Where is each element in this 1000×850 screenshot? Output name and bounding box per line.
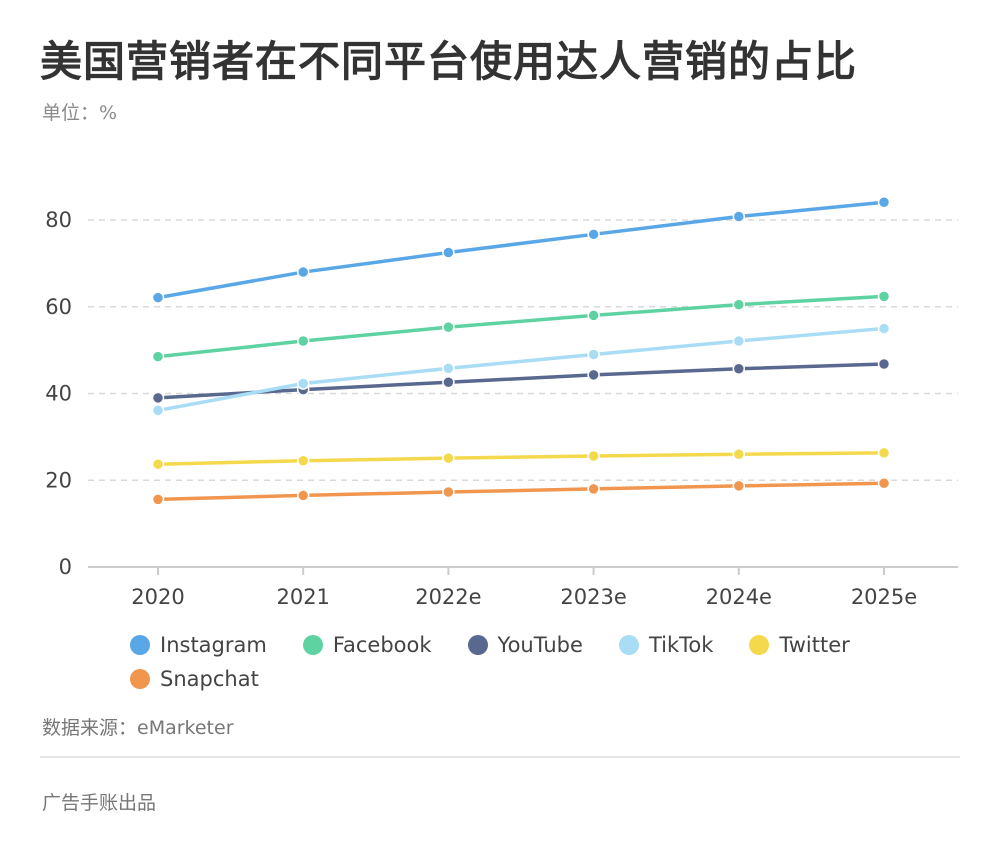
legend-label: TikTok xyxy=(648,633,714,657)
data-point-tiktok xyxy=(732,334,746,348)
chart-title: 美国营销者在不同平台使用达人营销的占比 xyxy=(40,37,858,86)
x-tick-label: 2020 xyxy=(131,585,184,609)
legend-label: YouTube xyxy=(497,633,583,657)
data-point-facebook xyxy=(877,290,891,303)
legend-item-youtube: YouTube xyxy=(467,628,583,662)
data-point-instagram xyxy=(442,246,455,259)
unit-label: 单位：% xyxy=(42,102,118,124)
data-point-snapchat xyxy=(587,482,600,496)
y-tick-label: 60 xyxy=(45,295,72,319)
data-point-youtube xyxy=(732,362,746,376)
legend-item-instagram: Instagram xyxy=(130,628,267,662)
data-point-snapchat xyxy=(296,489,310,502)
legend-marker-icon xyxy=(618,635,639,655)
legend-marker-icon xyxy=(749,635,770,655)
series-line-facebook xyxy=(156,294,886,359)
data-point-tiktok xyxy=(151,404,165,417)
series-line-youtube xyxy=(156,362,886,400)
data-point-youtube xyxy=(442,375,455,389)
data-point-facebook xyxy=(442,320,455,334)
data-point-facebook xyxy=(732,298,746,311)
data-point-youtube xyxy=(151,391,165,405)
data-point-tiktok xyxy=(296,377,310,390)
legend-item-snapchat: Snapchat xyxy=(130,662,259,696)
footer-label: 广告手账出品 xyxy=(42,792,157,814)
series-line-instagram xyxy=(156,200,886,300)
x-tick-label: 2024e xyxy=(706,585,772,609)
data-point-snapchat xyxy=(732,479,746,493)
legend-label: Snapchat xyxy=(160,667,259,691)
y-tick-label: 80 xyxy=(45,208,72,232)
legend-marker-icon xyxy=(130,669,150,689)
data-point-tiktok xyxy=(877,322,891,335)
data-point-facebook xyxy=(587,309,600,322)
data-point-snapchat xyxy=(442,485,455,499)
data-point-twitter xyxy=(296,454,310,467)
line-chart: 0 20 40 60 80 2020 2021 2022e 2023e 2024e 2025e xyxy=(45,195,958,609)
data-point-facebook xyxy=(296,334,310,348)
x-tick-label: 2021 xyxy=(276,585,329,609)
legend-marker-icon xyxy=(302,635,323,655)
chart-legend: Instagram Facebook YouTube TikTok Twitter Sna… xyxy=(130,628,930,696)
legend-label: Facebook xyxy=(332,633,432,657)
data-point-tiktok xyxy=(587,348,600,361)
series-line-tiktok xyxy=(156,326,886,413)
legend-marker-icon xyxy=(467,635,488,655)
series-line-twitter xyxy=(156,451,886,466)
x-tick-label: 2025e xyxy=(851,585,917,609)
data-point-twitter xyxy=(732,447,746,461)
data-point-twitter xyxy=(442,451,455,465)
data-point-youtube xyxy=(587,368,600,382)
data-point-snapchat xyxy=(151,493,165,506)
data-point-tiktok xyxy=(442,362,455,375)
y-tick-label: 0 xyxy=(59,555,72,579)
x-tick-label: 2023e xyxy=(560,585,626,609)
series-line-snapchat xyxy=(156,481,886,502)
data-point-snapchat xyxy=(877,477,891,490)
y-tick-label: 40 xyxy=(45,382,72,406)
data-point-instagram xyxy=(151,291,165,304)
data-point-instagram xyxy=(877,195,891,209)
legend-item-twitter: Twitter xyxy=(749,628,850,662)
data-point-instagram xyxy=(296,265,310,279)
divider xyxy=(40,756,960,758)
legend-item-facebook: Facebook xyxy=(302,628,432,662)
data-point-twitter xyxy=(587,449,600,463)
legend-label: Instagram xyxy=(160,633,267,657)
data-point-twitter xyxy=(151,457,165,471)
x-tick-label: 2022e xyxy=(415,585,481,609)
data-point-instagram xyxy=(587,228,600,241)
data-point-youtube xyxy=(877,357,891,371)
y-tick-label: 20 xyxy=(45,468,72,492)
data-point-facebook xyxy=(151,350,165,363)
legend-item-tiktok: TikTok xyxy=(618,628,714,662)
data-point-instagram xyxy=(732,210,746,223)
legend-marker-icon xyxy=(130,635,150,655)
data-point-twitter xyxy=(877,446,891,460)
legend-label: Twitter xyxy=(779,633,850,657)
source-label: 数据来源：eMarketer xyxy=(42,717,234,739)
